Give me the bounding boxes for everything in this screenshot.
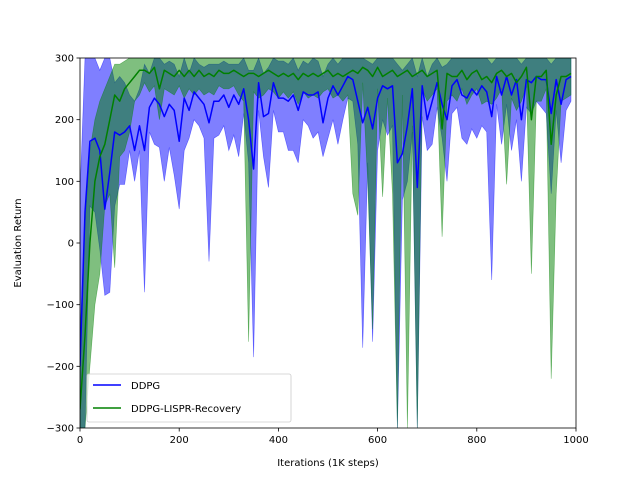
y-tick-label-100: 100	[55, 177, 74, 188]
x-tick-label-600: 600	[368, 435, 387, 446]
x-tick-label-0: 0	[77, 435, 83, 446]
y-tick-label--300: −300	[47, 424, 74, 435]
legend-label-ddpg-lispr-recovery: DDPG-LISPR-Recovery	[131, 404, 241, 415]
x-axis-label: Iterations (1K steps)	[277, 458, 379, 469]
x-tick-label-200: 200	[170, 435, 189, 446]
y-tick-label-300: 300	[55, 54, 74, 65]
x-tick-label-400: 400	[269, 435, 288, 446]
y-axis: −300 −200 −100 0 100 200 300	[47, 54, 80, 435]
y-tick-label--100: −100	[47, 300, 74, 311]
legend-label-ddpg: DDPG	[131, 381, 160, 392]
line-ddpg-lispr-recovery	[80, 66, 572, 410]
x-tick-label-1000: 1000	[563, 435, 588, 446]
y-axis-label: Evaluation Return	[13, 198, 24, 287]
line-ddpg	[80, 75, 572, 367]
series-lines	[80, 66, 572, 410]
legend-box	[86, 373, 292, 423]
x-axis: 0 200 400 600 800 1000	[77, 428, 589, 446]
legend: DDPG DDPG-LISPR-Recovery	[86, 373, 292, 423]
y-tick-label--200: −200	[47, 362, 74, 373]
x-tick-label-800: 800	[467, 435, 486, 446]
y-tick-label-0: 0	[68, 239, 74, 250]
y-tick-label-200: 200	[55, 115, 74, 126]
